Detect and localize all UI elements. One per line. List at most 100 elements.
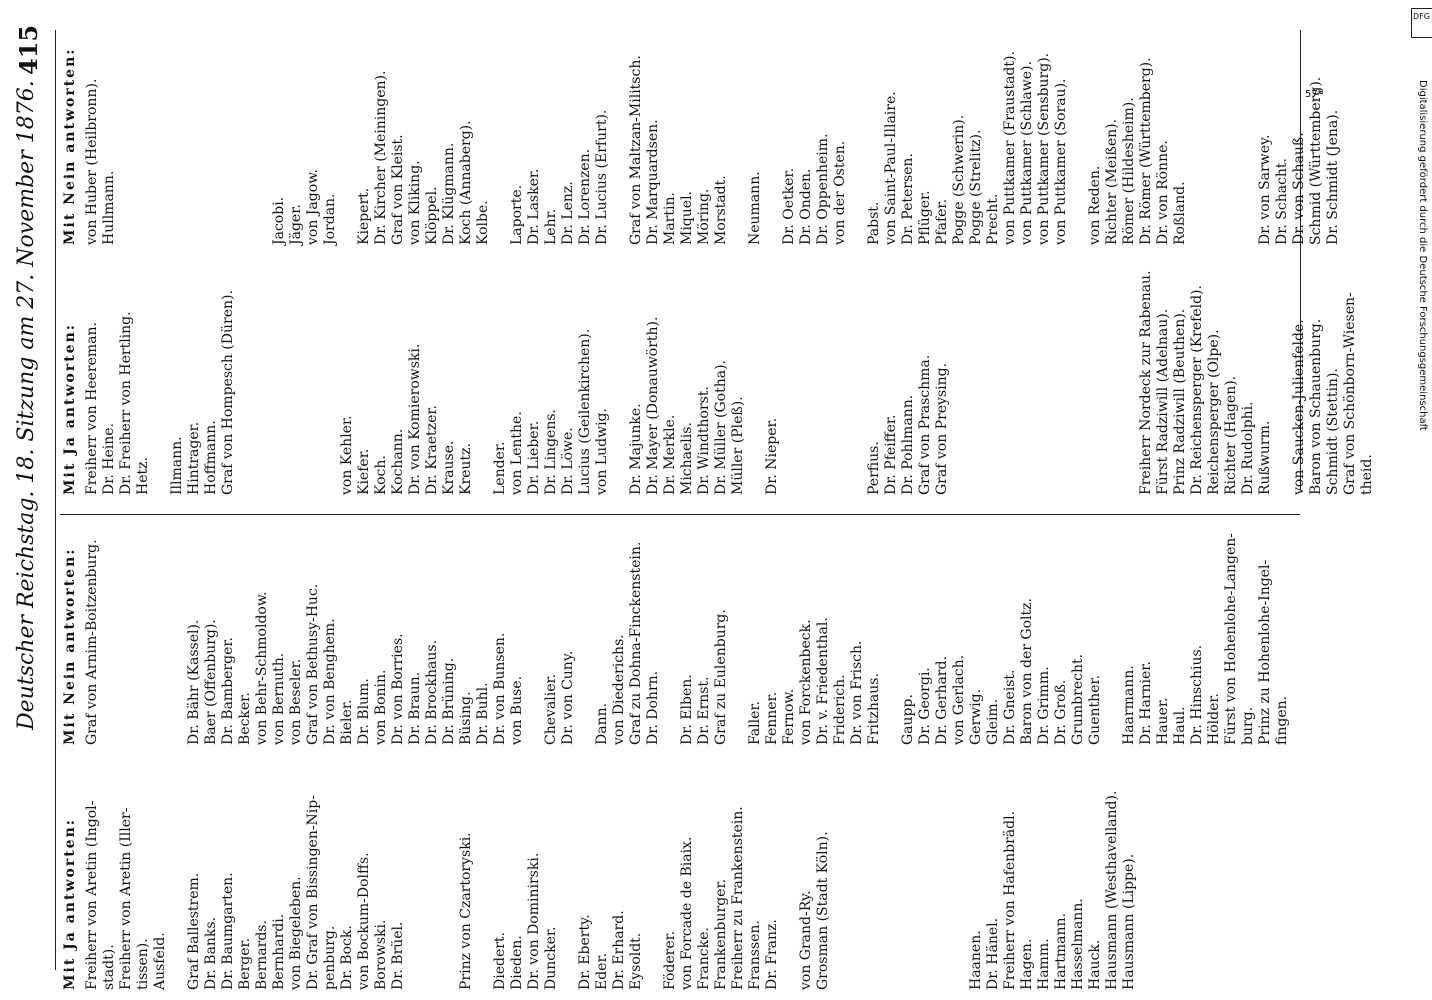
member-entry [169, 520, 186, 745]
member-entry [203, 10, 220, 245]
member-entry: Dr. Majunke. [628, 403, 644, 495]
member-entry [492, 10, 509, 245]
member-entry: fingen. [1274, 695, 1290, 745]
member-entry [1002, 260, 1019, 495]
member-entry: Friderich. [832, 674, 848, 745]
member-entry: Dr. Franz. [764, 919, 780, 990]
member-entry: Dr. Grimm. [1036, 666, 1052, 745]
member-entry: Pabst. [866, 201, 882, 245]
member-entry: Dr. Buhl. [475, 682, 491, 745]
column-3: Mit Ja antworten: Freiherr von Heereman.… [62, 260, 1376, 495]
member-entry: Hamm. [1036, 938, 1052, 990]
member-entry: theid. [1359, 454, 1375, 495]
member-entry: Pogge (Schwerin). [951, 114, 967, 245]
member-entry: von Buse. [509, 675, 525, 745]
member-entry: Koch. [373, 455, 389, 495]
member-entry [917, 760, 934, 990]
member-entry: Bieler. [339, 699, 355, 745]
member-entry: Kochann. [390, 428, 406, 495]
member-entry: Berger. [237, 937, 253, 990]
member-entry [101, 520, 118, 745]
member-entry [747, 260, 764, 495]
member-entry: von Gerlach. [951, 654, 967, 745]
member-entry [781, 760, 798, 990]
column-2: Mit Nein antworten: Graf von Arnim-Boitz… [62, 520, 1291, 745]
member-entry [1036, 260, 1053, 495]
member-entry: Dr. v. Friedenthal. [815, 617, 831, 745]
member-entry: Dr. Windthorst. [696, 386, 712, 495]
member-entry [1274, 260, 1291, 495]
member-entry: von Behr-Schmoldow. [254, 591, 270, 745]
member-entry: Roßland. [1172, 181, 1188, 245]
member-entry [118, 10, 135, 245]
member-entry: Gaupp. [900, 694, 916, 745]
member-entry: von Forckenbeck. [798, 619, 814, 745]
member-entry [237, 10, 254, 245]
member-entry: Dr. Bock. [339, 925, 355, 990]
member-entry: von Puttkamer (Sensburg). [1036, 52, 1052, 245]
member-entry: Frankenburger. [713, 878, 729, 990]
member-entry [849, 260, 866, 495]
member-entry: Franssen. [747, 920, 763, 990]
member-entry: Illmann. [169, 436, 185, 495]
column-4-heading: Mit Nein antworten: [62, 47, 78, 245]
member-entry: Dr. Bähr (Kassel). [186, 619, 202, 745]
page-number: 415 [14, 24, 43, 75]
column-4: Mit Nein antworten: von Huber (Heilbronn… [62, 10, 1342, 245]
member-entry [254, 260, 271, 495]
member-entry: Dr. Hinschius. [1189, 644, 1205, 745]
member-entry: Borowski. [373, 919, 389, 990]
member-entry: Dr. Gerhard. [934, 656, 950, 745]
member-entry: Dr. Klügmann. [441, 142, 457, 245]
member-entry: Dr. Rudolphi. [1240, 401, 1256, 495]
member-entry: Dr. Lieber. [526, 420, 542, 495]
member-entry [288, 260, 305, 495]
member-entry: von Puttkamer (Schlawe). [1019, 61, 1035, 245]
member-entry: Eysoldt. [628, 932, 644, 990]
member-entry: Schmidt (Stettin). [1325, 368, 1341, 495]
member-entry [815, 260, 832, 495]
column-3-heading: Mit Ja antworten: [62, 323, 78, 495]
header-rule [55, 30, 56, 970]
member-entry: Föderer. [662, 930, 678, 990]
member-entry [934, 760, 951, 990]
member-entry: Dr. Reichensperger (Krefeld). [1189, 285, 1205, 495]
member-entry: von Puttkamer (Sorau). [1053, 78, 1069, 245]
member-entry: Pfafer. [934, 198, 950, 245]
member-entry: Dr. Bamberger. [220, 637, 236, 745]
member-entry [475, 260, 492, 495]
member-entry: Guenther. [1087, 674, 1103, 745]
member-entry: Haanen. [968, 930, 984, 990]
member-entry: Kolbe. [475, 200, 491, 245]
member-entry [1104, 260, 1121, 495]
member-entry [900, 760, 917, 990]
member-entry: Francke. [696, 927, 712, 990]
member-entry [645, 760, 662, 990]
member-entry [1070, 260, 1087, 495]
member-entry [1104, 520, 1121, 745]
member-entry: Dr. Georgi. [917, 667, 933, 745]
member-entry: Koch (Annaberg). [458, 120, 474, 245]
sheet-number: 57* [1305, 89, 1323, 100]
member-entry: Dr. Lorenzen. [577, 148, 593, 245]
member-entry: Graf zu Eulenburg. [713, 609, 729, 745]
member-entry: Dr. Löwe. [560, 427, 576, 495]
member-entry: Dr. Schmidt (Jena). [1325, 109, 1341, 245]
member-entry: Perfius. [866, 441, 882, 495]
member-entry: Schmid (Württemberg). [1308, 76, 1324, 245]
member-entry: Dr. Braun. [407, 671, 423, 745]
member-entry: Dr. Schacht. [1274, 157, 1290, 245]
member-entry: Dr. Erhard. [611, 910, 627, 990]
member-entry: von Diederichs. [611, 634, 627, 745]
member-entry: Dr. Petersen. [900, 153, 916, 245]
member-entry: Diedert. [492, 931, 508, 990]
member-entry: Haarmann. [1121, 665, 1137, 745]
member-entry: Dr. von Sarwey. [1257, 134, 1273, 245]
member-entry: Dr. Lasker. [526, 168, 542, 245]
member-entry: Graf von Hompesch (Düren). [220, 290, 236, 495]
member-entry: Dr. Brüel. [390, 921, 406, 991]
member-entry: Dr. von Dominirski. [526, 852, 542, 990]
member-entry: Dr. Heine. [101, 422, 117, 495]
member-entry: Rußwurm. [1257, 420, 1273, 495]
